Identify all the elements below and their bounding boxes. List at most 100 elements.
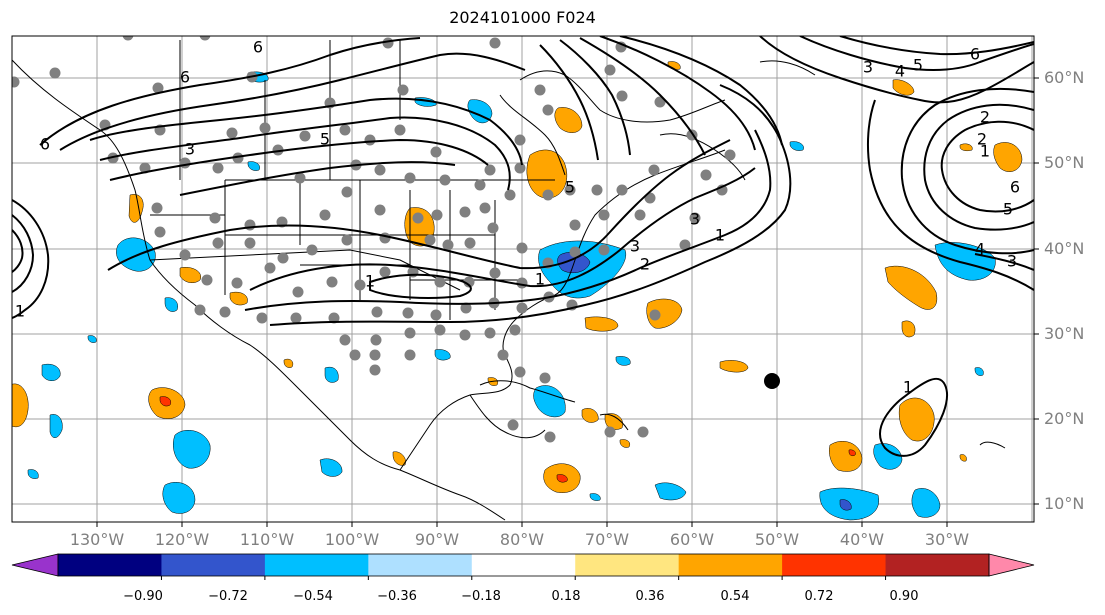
station-dot — [516, 242, 528, 254]
station-dot — [339, 334, 351, 346]
station-dot — [459, 206, 471, 218]
station-dot — [569, 219, 581, 231]
station-dot — [539, 372, 551, 384]
station-dot — [306, 244, 318, 256]
station-dot — [179, 157, 191, 169]
station-dot — [724, 149, 736, 161]
colorbar-segment — [471, 554, 576, 576]
station-dot — [231, 277, 243, 289]
lon-label: 70°W — [585, 530, 629, 549]
contour-label: 2 — [640, 255, 650, 274]
height-contours — [12, 36, 1034, 457]
station-dot — [364, 134, 376, 146]
station-dot — [634, 209, 646, 221]
station-dot — [379, 232, 391, 244]
station-dot — [637, 426, 649, 438]
colorbar-segment — [782, 554, 887, 576]
colorbar-segment — [575, 554, 680, 576]
station-dot — [374, 164, 386, 176]
station-dot — [514, 162, 526, 174]
station-dot — [259, 122, 271, 134]
station-dot — [542, 104, 554, 116]
station-dot — [509, 324, 521, 336]
contour-label: 6 — [253, 38, 263, 57]
station-dot — [122, 36, 134, 41]
contour-label: 3 — [630, 237, 640, 256]
station-dot — [354, 279, 366, 291]
longitude-ticks — [96, 522, 948, 527]
lon-label: 30°W — [925, 530, 969, 549]
station-dot — [219, 306, 231, 318]
station-dot — [379, 266, 391, 278]
station-dot — [514, 134, 526, 146]
station-dot — [290, 312, 302, 324]
station-dot — [434, 324, 446, 336]
lat-label: 30°N — [1044, 324, 1084, 343]
colorbar-tick-label: 0.54 — [721, 589, 750, 604]
station-dot — [534, 84, 546, 96]
lon-label: 100°W — [325, 530, 380, 549]
colorbar-segment — [161, 554, 266, 576]
colorbar-segment — [678, 554, 783, 576]
station-dot — [152, 82, 164, 94]
station-dot — [397, 84, 409, 96]
station-dot — [484, 327, 496, 339]
station-dot — [394, 124, 406, 136]
contour-label: 4 — [895, 62, 905, 81]
station-dot — [430, 309, 442, 321]
station-dot — [292, 286, 304, 298]
station-dot — [463, 276, 475, 288]
station-dot — [179, 249, 191, 261]
station-dot — [12, 76, 20, 88]
station-dot — [616, 90, 628, 102]
contour-label: 1 — [15, 302, 25, 321]
station-dot — [412, 212, 424, 224]
station-dot — [404, 349, 416, 361]
contour-label: 1 — [903, 378, 913, 397]
latitude-ticks — [1034, 77, 1039, 505]
station-markers — [12, 36, 736, 443]
contour-label: 3 — [1007, 252, 1017, 271]
station-dot — [326, 276, 338, 288]
contour-label: 3 — [185, 140, 195, 159]
colorbar-tick-label: −0.36 — [377, 589, 417, 604]
station-dot — [430, 146, 442, 158]
contour-label: 1 — [980, 142, 990, 161]
contour-label: 6 — [970, 45, 980, 64]
station-dot — [256, 312, 268, 324]
station-dot — [700, 169, 712, 181]
station-dot — [604, 426, 616, 438]
colorbar-segment — [885, 554, 990, 576]
station-dot — [151, 202, 163, 214]
station-dot — [299, 130, 311, 142]
contour-label: 5 — [320, 130, 330, 149]
colorbar-segment — [58, 554, 162, 576]
lon-label: 40°W — [840, 530, 884, 549]
contour-label: 6 — [40, 135, 50, 154]
station-dot — [591, 184, 603, 196]
colorbar-tick-label: −0.54 — [293, 589, 333, 604]
station-dot — [484, 164, 496, 176]
station-dot — [464, 237, 476, 249]
colorbar-tick-label: 0.36 — [636, 589, 665, 604]
contour-label: 5 — [1003, 200, 1013, 219]
station-dot — [226, 127, 238, 139]
lon-label: 120°W — [155, 530, 210, 549]
station-dot — [604, 64, 616, 76]
coastlines-borders — [12, 40, 1006, 521]
station-dot — [434, 276, 446, 288]
station-dot — [598, 209, 610, 221]
station-dot — [374, 204, 386, 216]
station-dot — [402, 307, 414, 319]
colorbar-tick-labels: −0.90 −0.72 −0.54 −0.36 −0.18 0.18 0.36 … — [123, 589, 918, 604]
lon-label: 110°W — [240, 530, 295, 549]
station-dot — [339, 124, 351, 136]
station-dot — [369, 364, 381, 376]
colorbar-tick-label: 0.18 — [552, 589, 581, 604]
station-dot — [424, 234, 436, 246]
station-dot — [516, 277, 528, 289]
station-dot — [209, 212, 221, 224]
station-dot — [504, 189, 516, 201]
colorbar-tick-label: 0.90 — [890, 589, 919, 604]
